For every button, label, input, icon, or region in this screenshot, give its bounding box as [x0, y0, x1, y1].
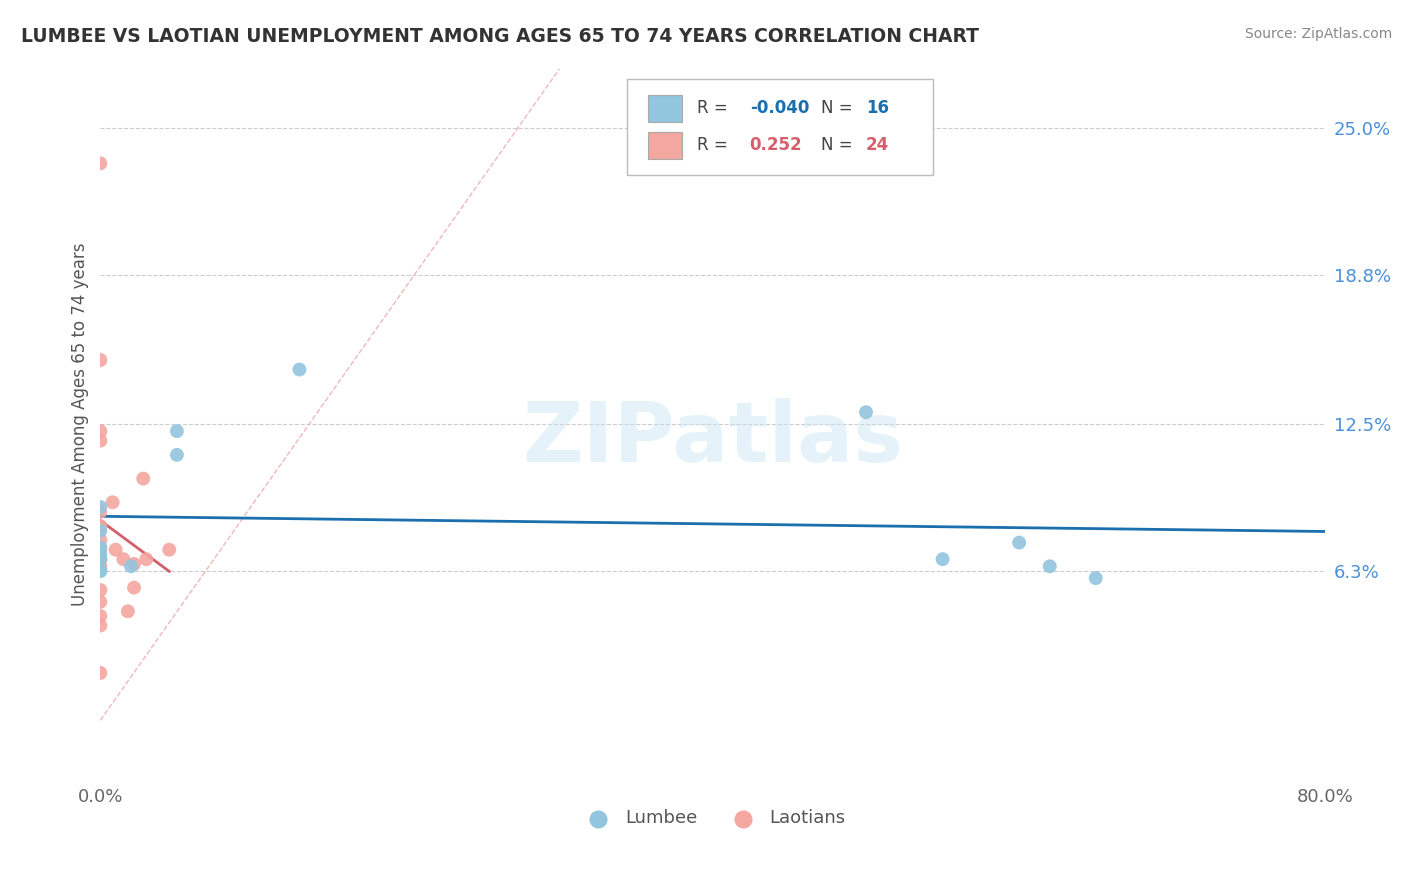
Text: -0.040: -0.040	[749, 99, 808, 118]
Point	[89, 564, 111, 578]
Point	[89, 618, 111, 632]
Point	[89, 505, 111, 519]
Point	[89, 519, 111, 533]
Text: N =: N =	[821, 136, 852, 154]
Point	[89, 559, 111, 574]
Point	[89, 595, 111, 609]
Point	[89, 582, 111, 597]
Text: Source: ZipAtlas.com: Source: ZipAtlas.com	[1244, 27, 1392, 41]
Point	[89, 541, 111, 555]
Text: R =: R =	[697, 136, 728, 154]
Point	[166, 424, 188, 438]
Point	[89, 548, 111, 562]
Point	[135, 552, 157, 566]
Point	[288, 362, 311, 376]
Point	[89, 353, 111, 368]
Point	[89, 564, 111, 578]
Text: 0.252: 0.252	[749, 136, 803, 154]
Point	[89, 156, 111, 170]
Point	[122, 581, 145, 595]
Text: 24: 24	[866, 136, 889, 154]
Point	[166, 448, 188, 462]
Point	[89, 524, 111, 538]
Point	[1039, 559, 1062, 574]
Point	[117, 604, 139, 618]
Point	[89, 552, 111, 566]
Point	[89, 665, 111, 680]
Text: R =: R =	[697, 99, 728, 118]
Point	[1008, 535, 1031, 549]
Point	[89, 500, 111, 514]
Point	[104, 542, 127, 557]
Point	[931, 552, 953, 566]
Point	[101, 495, 124, 509]
Point	[112, 552, 135, 566]
Point	[120, 559, 142, 574]
Point	[89, 533, 111, 548]
Point	[855, 405, 877, 419]
Text: N =: N =	[821, 99, 852, 118]
Y-axis label: Unemployment Among Ages 65 to 74 years: Unemployment Among Ages 65 to 74 years	[72, 243, 89, 606]
Legend: Lumbee, Laotians: Lumbee, Laotians	[572, 802, 853, 835]
Point	[89, 424, 111, 438]
Point	[157, 542, 180, 557]
Point	[89, 434, 111, 448]
Point	[1084, 571, 1107, 585]
Text: 16: 16	[866, 99, 889, 118]
Text: ZIPatlas: ZIPatlas	[523, 398, 904, 479]
FancyBboxPatch shape	[627, 79, 934, 175]
Point	[89, 609, 111, 624]
Bar	[648, 95, 682, 122]
Point	[122, 557, 145, 571]
Point	[132, 472, 155, 486]
Point	[89, 542, 111, 557]
Point	[89, 552, 111, 566]
Text: LUMBEE VS LAOTIAN UNEMPLOYMENT AMONG AGES 65 TO 74 YEARS CORRELATION CHART: LUMBEE VS LAOTIAN UNEMPLOYMENT AMONG AGE…	[21, 27, 979, 45]
Bar	[648, 132, 682, 159]
